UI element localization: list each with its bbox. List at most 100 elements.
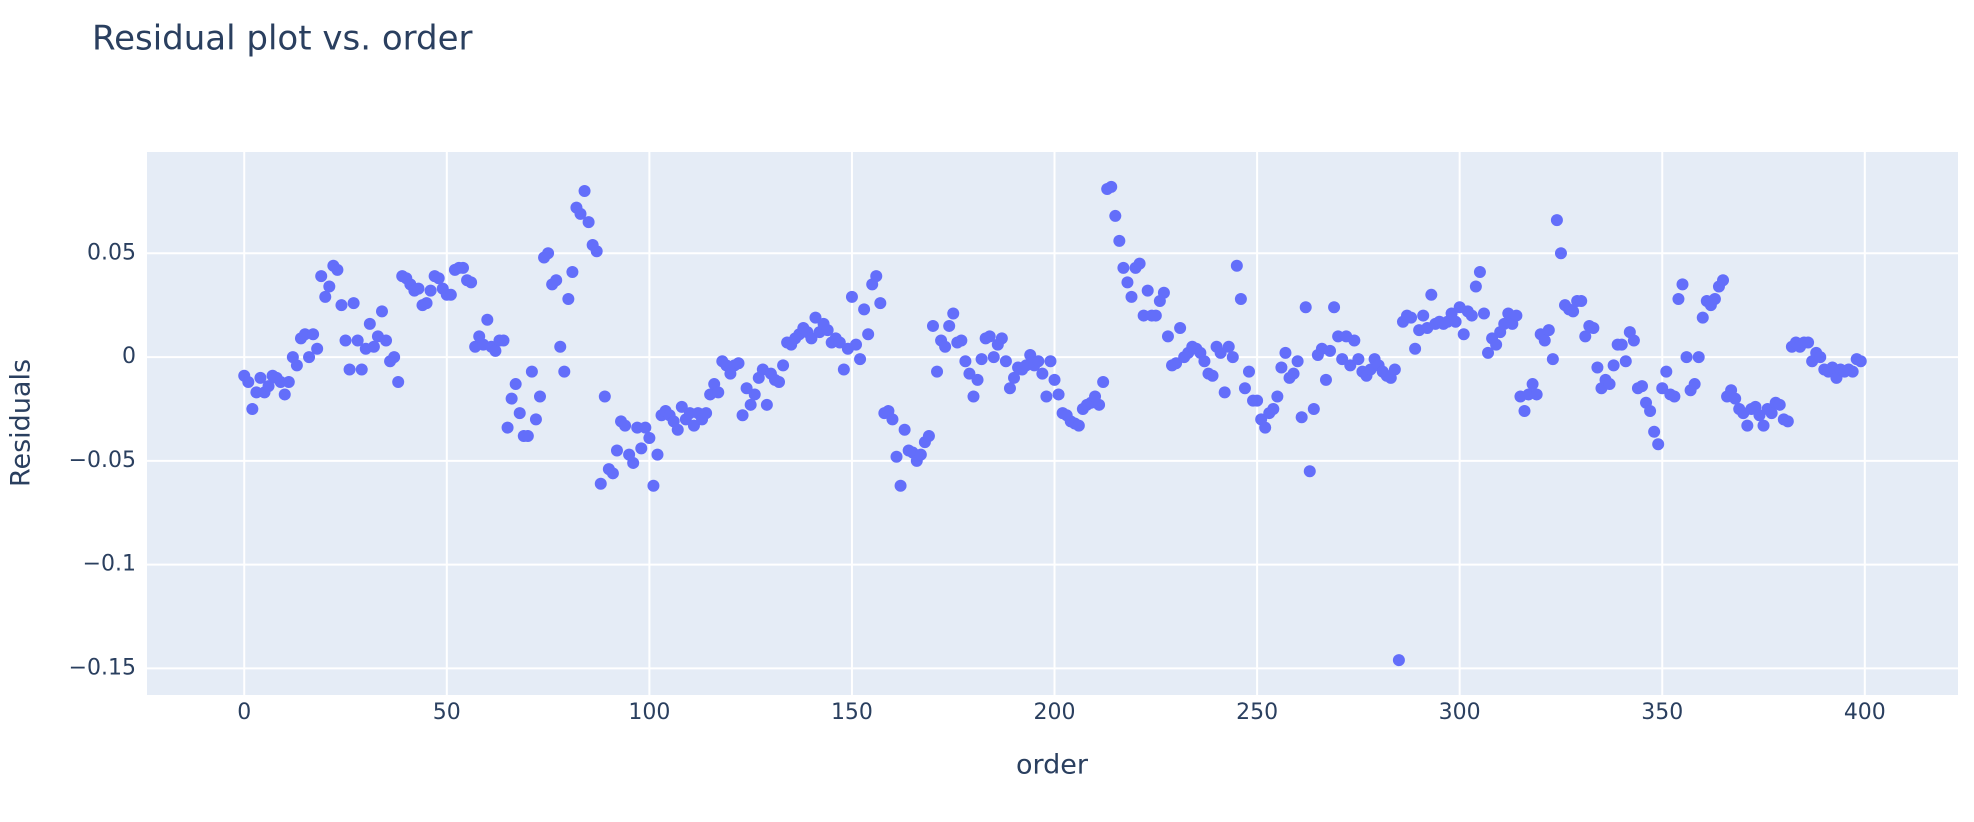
point: [1554, 247, 1567, 260]
point: [635, 442, 648, 455]
point: [1319, 373, 1332, 386]
x-tick-label: 150: [831, 700, 873, 725]
point: [1044, 355, 1057, 368]
point: [574, 207, 587, 220]
point: [700, 407, 713, 420]
point: [995, 332, 1008, 345]
point: [922, 429, 935, 442]
point: [1680, 351, 1693, 364]
point: [1846, 365, 1859, 378]
point: [505, 392, 518, 405]
y-tick-label: −0.1: [83, 552, 136, 577]
point: [1133, 257, 1146, 270]
point: [983, 330, 996, 343]
point: [967, 390, 980, 403]
point: [1619, 355, 1632, 368]
point: [1757, 419, 1770, 432]
point: [1765, 407, 1778, 420]
point: [1477, 307, 1490, 320]
y-tick-label: 0: [122, 344, 136, 369]
point: [1802, 336, 1815, 349]
point: [307, 328, 320, 341]
point: [1854, 355, 1867, 368]
point: [347, 297, 360, 310]
point: [1405, 311, 1418, 324]
point: [854, 353, 867, 366]
point: [619, 419, 632, 432]
point: [1097, 375, 1110, 388]
y-tick-label: 0.05: [87, 240, 136, 265]
x-tick-label: 250: [1236, 700, 1278, 725]
x-axis-title: order: [1016, 750, 1089, 781]
point: [1032, 355, 1045, 368]
point: [643, 432, 656, 445]
point: [845, 290, 858, 303]
point: [837, 363, 850, 376]
point: [501, 421, 514, 434]
point: [959, 355, 972, 368]
point: [1003, 382, 1016, 395]
point: [420, 297, 433, 310]
point: [323, 280, 336, 293]
point: [513, 407, 526, 420]
point: [744, 398, 757, 411]
point: [1113, 234, 1126, 247]
point: [1692, 351, 1705, 364]
point: [1550, 214, 1563, 227]
point: [380, 334, 393, 347]
point: [894, 479, 907, 492]
y-tick-label: −0.05: [69, 448, 136, 473]
point: [627, 456, 640, 469]
point: [254, 371, 267, 384]
point: [833, 336, 846, 349]
point: [1206, 369, 1219, 382]
point: [1652, 438, 1665, 451]
plot-area: [147, 152, 1958, 695]
point: [1814, 351, 1827, 364]
point: [898, 423, 911, 436]
point: [412, 282, 425, 295]
point: [246, 402, 259, 415]
point: [1575, 295, 1588, 308]
point: [319, 290, 332, 303]
point: [1591, 361, 1604, 374]
point: [712, 386, 725, 399]
point: [1457, 328, 1470, 341]
x-tick-label: 50: [433, 700, 461, 725]
point: [1117, 261, 1130, 274]
point: [1668, 390, 1681, 403]
point: [1303, 465, 1316, 478]
point: [1040, 390, 1053, 403]
point: [566, 265, 579, 278]
point: [1218, 386, 1231, 399]
point: [1603, 378, 1616, 391]
point: [1469, 280, 1482, 293]
point: [594, 477, 607, 490]
point: [1465, 309, 1478, 322]
point: [444, 288, 457, 301]
point: [1490, 338, 1503, 351]
point: [1567, 305, 1580, 318]
point: [1251, 394, 1264, 407]
point: [1267, 402, 1280, 415]
point: [777, 359, 790, 372]
point: [740, 382, 753, 395]
point: [890, 450, 903, 463]
point: [351, 334, 364, 347]
point: [1214, 346, 1227, 359]
point: [1538, 334, 1551, 347]
point: [465, 276, 478, 289]
point: [1482, 346, 1495, 359]
point: [1648, 425, 1661, 438]
point: [355, 363, 368, 376]
point: [424, 284, 437, 297]
point: [647, 479, 660, 492]
x-tick-label: 350: [1641, 700, 1683, 725]
point: [388, 351, 401, 364]
point: [282, 375, 295, 388]
point: [606, 467, 619, 480]
point: [558, 365, 571, 378]
point: [1275, 361, 1288, 374]
point: [262, 380, 275, 393]
